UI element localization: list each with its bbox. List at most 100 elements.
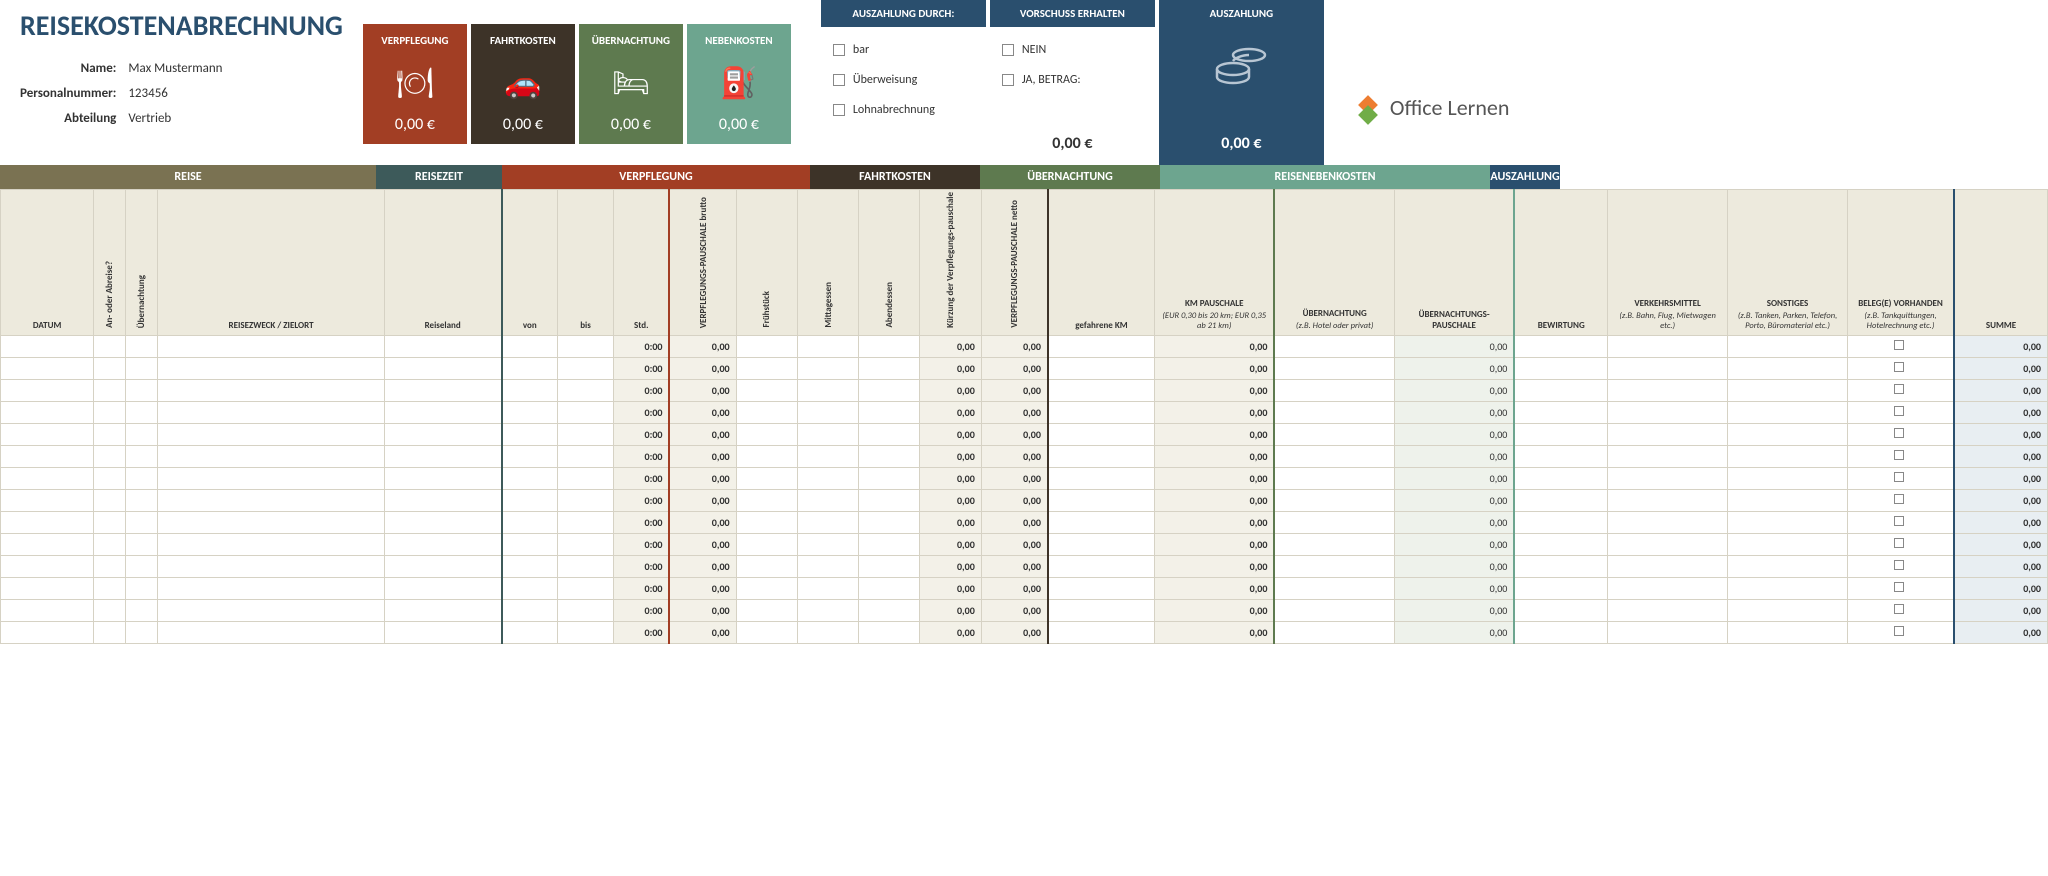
cell-abreise[interactable]: [94, 599, 126, 621]
cell-hotel[interactable]: [1274, 401, 1394, 423]
cell-km[interactable]: [1048, 379, 1155, 401]
cell-bis[interactable]: [558, 423, 614, 445]
cell-zweck[interactable]: [158, 423, 385, 445]
cell-km[interactable]: [1048, 533, 1155, 555]
cell-von[interactable]: [502, 401, 558, 423]
cell-land[interactable]: [384, 621, 501, 643]
cell-mittag[interactable]: [797, 599, 858, 621]
cell-abreise[interactable]: [94, 335, 126, 357]
cell-zweck[interactable]: [158, 533, 385, 555]
cell-abreise[interactable]: [94, 401, 126, 423]
cell-fruehst[interactable]: [736, 621, 797, 643]
cell-fruehst[interactable]: [736, 599, 797, 621]
cell-zweck[interactable]: [158, 577, 385, 599]
checkbox-beleg[interactable]: [1894, 362, 1904, 372]
cell-mittag[interactable]: [797, 357, 858, 379]
cell-zweck[interactable]: [158, 357, 385, 379]
cell-mittag[interactable]: [797, 445, 858, 467]
cell-abreise[interactable]: [94, 621, 126, 643]
cell-abreise[interactable]: [94, 423, 126, 445]
cell-bis[interactable]: [558, 599, 614, 621]
cell-von[interactable]: [502, 533, 558, 555]
checkbox-beleg[interactable]: [1894, 428, 1904, 438]
cell-km[interactable]: [1048, 555, 1155, 577]
cell-sonst[interactable]: [1728, 357, 1848, 379]
cell-abreise[interactable]: [94, 577, 126, 599]
cell-abreise[interactable]: [94, 357, 126, 379]
cell-beleg[interactable]: [1847, 379, 1954, 401]
checkbox-ueberweisung[interactable]: [833, 74, 845, 86]
cell-hotel[interactable]: [1274, 555, 1394, 577]
cell-zweck[interactable]: [158, 379, 385, 401]
cell-land[interactable]: [384, 555, 501, 577]
cell-mittag[interactable]: [797, 533, 858, 555]
cell-datum[interactable]: [1, 489, 94, 511]
cell-hotel[interactable]: [1274, 577, 1394, 599]
cell-datum[interactable]: [1, 467, 94, 489]
cell-sonst[interactable]: [1728, 423, 1848, 445]
cell-bewirt[interactable]: [1514, 357, 1607, 379]
cell-von[interactable]: [502, 577, 558, 599]
cell-abend[interactable]: [859, 489, 920, 511]
cell-bis[interactable]: [558, 357, 614, 379]
cell-verkehr[interactable]: [1608, 423, 1728, 445]
cell-land[interactable]: [384, 379, 501, 401]
cell-bis[interactable]: [558, 379, 614, 401]
cell-abend[interactable]: [859, 555, 920, 577]
cell-hotel[interactable]: [1274, 357, 1394, 379]
cell-uebernacht[interactable]: [126, 335, 158, 357]
cell-bis[interactable]: [558, 555, 614, 577]
cell-verkehr[interactable]: [1608, 599, 1728, 621]
checkbox-beleg[interactable]: [1894, 472, 1904, 482]
cell-bewirt[interactable]: [1514, 555, 1607, 577]
cell-sonst[interactable]: [1728, 335, 1848, 357]
cell-land[interactable]: [384, 511, 501, 533]
cell-mittag[interactable]: [797, 335, 858, 357]
cell-land[interactable]: [384, 357, 501, 379]
cell-datum[interactable]: [1, 401, 94, 423]
cell-fruehst[interactable]: [736, 401, 797, 423]
cell-sonst[interactable]: [1728, 577, 1848, 599]
cell-km[interactable]: [1048, 599, 1155, 621]
checkbox-beleg[interactable]: [1894, 450, 1904, 460]
cell-verkehr[interactable]: [1608, 401, 1728, 423]
cell-von[interactable]: [502, 555, 558, 577]
cell-abreise[interactable]: [94, 445, 126, 467]
cell-land[interactable]: [384, 423, 501, 445]
cell-uebernacht[interactable]: [126, 467, 158, 489]
cell-von[interactable]: [502, 599, 558, 621]
cell-sonst[interactable]: [1728, 379, 1848, 401]
checkbox-beleg[interactable]: [1894, 560, 1904, 570]
cell-verkehr[interactable]: [1608, 489, 1728, 511]
cell-beleg[interactable]: [1847, 467, 1954, 489]
cell-mittag[interactable]: [797, 621, 858, 643]
cell-beleg[interactable]: [1847, 577, 1954, 599]
cell-uebernacht[interactable]: [126, 511, 158, 533]
cell-uebernacht[interactable]: [126, 445, 158, 467]
cell-abend[interactable]: [859, 379, 920, 401]
cell-sonst[interactable]: [1728, 555, 1848, 577]
cell-bewirt[interactable]: [1514, 335, 1607, 357]
cell-uebernacht[interactable]: [126, 423, 158, 445]
cell-bis[interactable]: [558, 489, 614, 511]
cell-fruehst[interactable]: [736, 357, 797, 379]
cell-abend[interactable]: [859, 401, 920, 423]
cell-hotel[interactable]: [1274, 511, 1394, 533]
cell-verkehr[interactable]: [1608, 379, 1728, 401]
checkbox-beleg[interactable]: [1894, 626, 1904, 636]
cell-hotel[interactable]: [1274, 621, 1394, 643]
cell-km[interactable]: [1048, 577, 1155, 599]
cell-abend[interactable]: [859, 467, 920, 489]
cell-land[interactable]: [384, 445, 501, 467]
checkbox-beleg[interactable]: [1894, 384, 1904, 394]
cell-von[interactable]: [502, 445, 558, 467]
cell-km[interactable]: [1048, 445, 1155, 467]
checkbox-beleg[interactable]: [1894, 582, 1904, 592]
cell-bis[interactable]: [558, 467, 614, 489]
cell-land[interactable]: [384, 577, 501, 599]
cell-uebernacht[interactable]: [126, 555, 158, 577]
cell-bis[interactable]: [558, 511, 614, 533]
cell-bis[interactable]: [558, 445, 614, 467]
checkbox-beleg[interactable]: [1894, 494, 1904, 504]
cell-datum[interactable]: [1, 445, 94, 467]
